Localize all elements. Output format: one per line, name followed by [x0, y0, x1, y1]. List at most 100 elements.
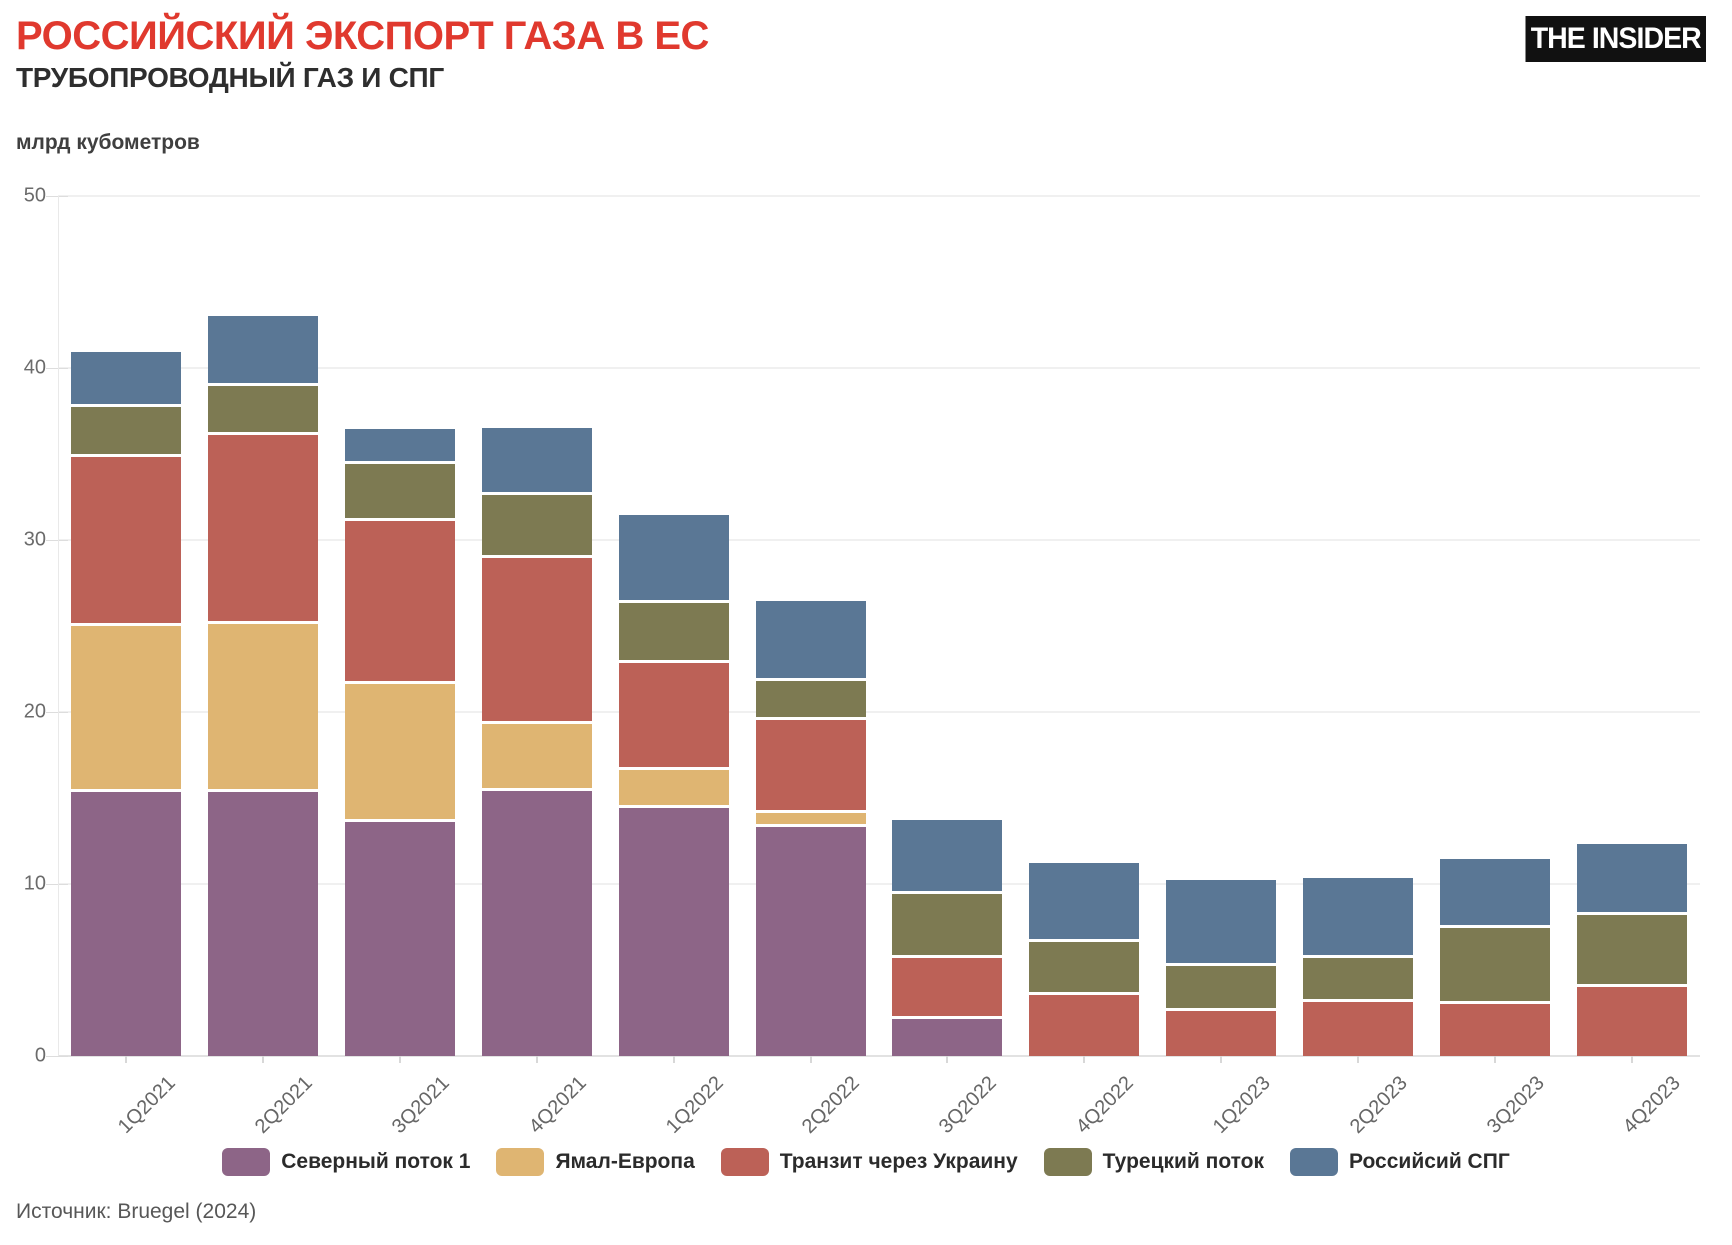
bar-segment [618, 767, 729, 805]
y-tick-label: 20 [23, 700, 46, 723]
x-tick-mark [1083, 1056, 1086, 1063]
legend-label: Северный поток 1 [281, 1150, 471, 1173]
legend-label: Российсий СПГ [1349, 1150, 1510, 1173]
y-tick-label: 10 [23, 872, 46, 895]
bar-segment [1302, 999, 1413, 1056]
legend-label: Ямал-Европа [555, 1150, 695, 1173]
legend-item: Турецкий поток [1043, 1148, 1265, 1176]
legend-swatch [720, 1148, 769, 1176]
bar-segment [1576, 983, 1687, 1056]
gridline-50 [58, 195, 1700, 197]
x-tick-label: 2Q2022 [798, 1072, 865, 1138]
bar-segment [1166, 877, 1277, 964]
x-tick-label: 3Q2022 [935, 1072, 1001, 1138]
gridline-30 [58, 539, 1700, 541]
x-tick-mark [399, 1056, 402, 1063]
bar-segment [892, 954, 1003, 1017]
bar-segment [345, 517, 456, 682]
chart-title: РОССИЙСКИЙ ЭКСПОРТ ГАЗА В ЕС [16, 14, 709, 58]
x-tick-mark [672, 1056, 675, 1063]
bar-segment [618, 600, 729, 661]
bar-segment [208, 620, 319, 790]
bar-segment [618, 660, 729, 768]
bar-segment [618, 512, 729, 601]
bar-segment [481, 787, 592, 1056]
chart-subtitle: ТРУБОПРОВОДНЫЙ ГАЗ И СПГ [16, 62, 444, 93]
legend-item: Российсий СПГ [1290, 1148, 1510, 1176]
gridline-40 [58, 367, 1700, 369]
y-tick-label: 50 [23, 184, 46, 207]
bar-segment [1029, 859, 1140, 940]
bar-segment [71, 454, 182, 623]
y-tick-label: 30 [23, 528, 46, 551]
x-tick-label: 4Q2023 [1619, 1072, 1686, 1138]
gridline-10 [58, 883, 1700, 885]
bar-segment [345, 426, 456, 461]
legend-item: Ямал-Европа [496, 1148, 695, 1176]
x-tick-mark [809, 1056, 812, 1063]
x-tick-mark [1356, 1056, 1359, 1063]
source-note: Источник: Bruegel (2024) [16, 1200, 257, 1223]
bar-segment [208, 431, 319, 621]
bar-segment [618, 804, 729, 1056]
y-tick-mark [46, 368, 68, 369]
bar-segment [1166, 1007, 1277, 1056]
bar-segment [208, 383, 319, 432]
bar-segment [1302, 954, 1413, 1000]
bar-segment [208, 789, 319, 1056]
x-tick-label: 2Q2021 [250, 1072, 317, 1138]
bar-segment [1576, 911, 1687, 984]
bar-segment [345, 681, 456, 819]
legend-item: Транзит через Украину [720, 1148, 1018, 1176]
y-axis-line [58, 196, 59, 1056]
bar-segment [481, 720, 592, 788]
bar-segment [1029, 939, 1140, 993]
x-tick-label: 2Q2023 [1345, 1072, 1412, 1138]
y-tick-mark [46, 540, 68, 541]
bar-segment [345, 460, 456, 518]
legend-swatch [222, 1148, 271, 1176]
bar-segment [1166, 963, 1277, 1008]
bar-segment [208, 312, 319, 384]
bar-segment [481, 491, 592, 556]
y-tick-mark [46, 884, 68, 885]
x-tick-mark [125, 1056, 128, 1063]
bar-segment [1302, 875, 1413, 955]
x-tick-label: 3Q2021 [387, 1072, 454, 1138]
bar-segment [1439, 856, 1550, 926]
x-tick-label: 1Q2023 [1208, 1072, 1275, 1138]
legend-label: Турецкий поток [1102, 1150, 1265, 1173]
x-tick-mark [1220, 1056, 1223, 1063]
bar-segment [892, 816, 1003, 891]
bar-segment [1576, 841, 1687, 912]
bar-segment [71, 622, 182, 790]
legend-swatch [1043, 1148, 1092, 1176]
bar-segment [755, 717, 866, 811]
legend-label: Транзит через Украину [779, 1150, 1018, 1173]
legend-swatch [496, 1148, 545, 1176]
bar-segment [755, 677, 866, 718]
bar-segment [755, 598, 866, 678]
x-tick-label: 4Q2022 [1071, 1072, 1138, 1138]
bar-segment [481, 555, 592, 721]
bar-segment [1029, 992, 1140, 1056]
x-tick-mark [535, 1056, 538, 1063]
y-tick-label: 0 [34, 1044, 46, 1067]
y-axis-unit-label: млрд кубометров [16, 131, 200, 154]
chart-legend: Северный поток 1 Ямал-Европа Транзит через… [0, 1148, 1732, 1176]
y-tick-mark [46, 1056, 68, 1057]
bar-segment [71, 349, 182, 405]
gridline-20 [58, 711, 1700, 713]
bar-segment [71, 789, 182, 1056]
bar-segment [755, 810, 866, 824]
bar-segment [71, 404, 182, 454]
x-tick-mark [946, 1056, 949, 1063]
the-insider-logo: THE INSIDER [1525, 16, 1706, 62]
y-tick-mark [46, 712, 68, 713]
x-tick-label: 3Q2023 [1482, 1072, 1549, 1138]
legend-item: Северный поток 1 [222, 1148, 470, 1176]
gridline-0 [58, 1055, 1700, 1057]
legend-swatch [1290, 1148, 1339, 1176]
bar-segment [481, 424, 592, 492]
